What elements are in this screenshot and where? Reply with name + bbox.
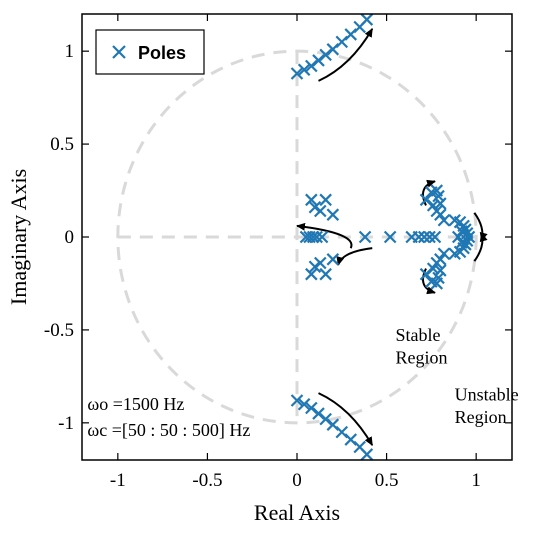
y-axis-label: Imaginary Axis (6, 169, 31, 305)
x-tick-label: -0.5 (192, 470, 222, 491)
x-tick-label: 0.5 (375, 470, 399, 491)
pole-marker (360, 13, 374, 26)
pole-marker (434, 208, 447, 221)
legend-marker (112, 45, 126, 59)
pole-marker (308, 260, 322, 274)
legend-label: Poles (138, 43, 186, 63)
pole-marker (297, 63, 311, 77)
pole-marker (305, 401, 318, 415)
annotation: Region (396, 347, 448, 367)
annotation: Region (455, 407, 507, 427)
y-tick-label: -0.5 (44, 320, 74, 341)
pole-marker (360, 448, 374, 461)
pole-marker (455, 236, 469, 249)
arrow-right-up (473, 232, 488, 262)
axis-ticks: -1 -0.5 0 0.5 1 1 0.5 0 -0.5 -1 (44, 14, 512, 491)
pole-marker (432, 189, 445, 203)
pole-marker (462, 230, 476, 244)
pole-marker (319, 412, 332, 426)
arrow-top (318, 28, 374, 82)
x-tick-label: 1 (471, 470, 481, 491)
pole-marker (319, 267, 332, 281)
legend: Poles (95, 29, 205, 75)
pole-marker (417, 230, 431, 244)
annotation: ωo =1500 Hz (87, 394, 184, 414)
pole-marker (308, 200, 322, 214)
pole-marker (314, 204, 327, 218)
pole-marker (314, 256, 327, 270)
pole-marker (312, 54, 325, 67)
pole-marker (319, 48, 332, 62)
pole-marker (312, 407, 325, 420)
x-tick-label: -1 (110, 470, 126, 491)
trajectory-arrows (296, 28, 488, 446)
pole-marker (305, 59, 318, 73)
pole-marker (426, 262, 440, 275)
pole-marker (290, 67, 304, 80)
pole-marker (437, 213, 451, 227)
annotation: Unstable (455, 385, 519, 405)
pole-marker (306, 230, 320, 244)
pole-marker (412, 230, 426, 244)
pole-marker (326, 208, 340, 221)
y-tick-label: 1 (65, 41, 75, 62)
pole-marker (305, 267, 318, 281)
pole-marker (428, 230, 442, 244)
pole-marker (305, 193, 318, 207)
pole-markers (290, 13, 476, 461)
y-tick-label: 0.5 (50, 134, 74, 155)
pole-marker (419, 267, 433, 281)
arrow-left-lower (336, 247, 373, 266)
pole-marker (310, 230, 323, 244)
pole-marker (434, 197, 447, 210)
y-tick-label: -1 (58, 413, 74, 434)
legend-box (95, 29, 205, 75)
x-tick-label: 0 (292, 470, 302, 491)
pole-marker (326, 253, 340, 266)
pole-marker (319, 193, 332, 207)
pole-marker (437, 247, 451, 261)
pole-marker (358, 230, 372, 244)
annotation: ωc =[50 : 50 : 500] Hz (87, 420, 250, 440)
pole-marker (448, 247, 461, 261)
pole-marker (423, 230, 436, 244)
pole-marker (451, 230, 465, 244)
x-axis-label: Real Axis (254, 500, 340, 525)
y-tick-label: 0 (65, 227, 75, 248)
annotation: Stable (396, 325, 441, 345)
pole-marker (426, 199, 440, 212)
pole-marker (432, 271, 445, 285)
pole-marker (434, 253, 447, 266)
pole-marker (315, 230, 329, 244)
pole-marker (297, 397, 311, 411)
guide-lines (116, 49, 478, 425)
arrow-bottom (318, 392, 374, 446)
arrow-left-upper (296, 222, 353, 249)
pole-marker (419, 193, 433, 207)
pole-marker (434, 264, 447, 277)
pole-marker (290, 394, 304, 407)
pole-marker (383, 230, 397, 244)
pole-marker (455, 225, 469, 238)
